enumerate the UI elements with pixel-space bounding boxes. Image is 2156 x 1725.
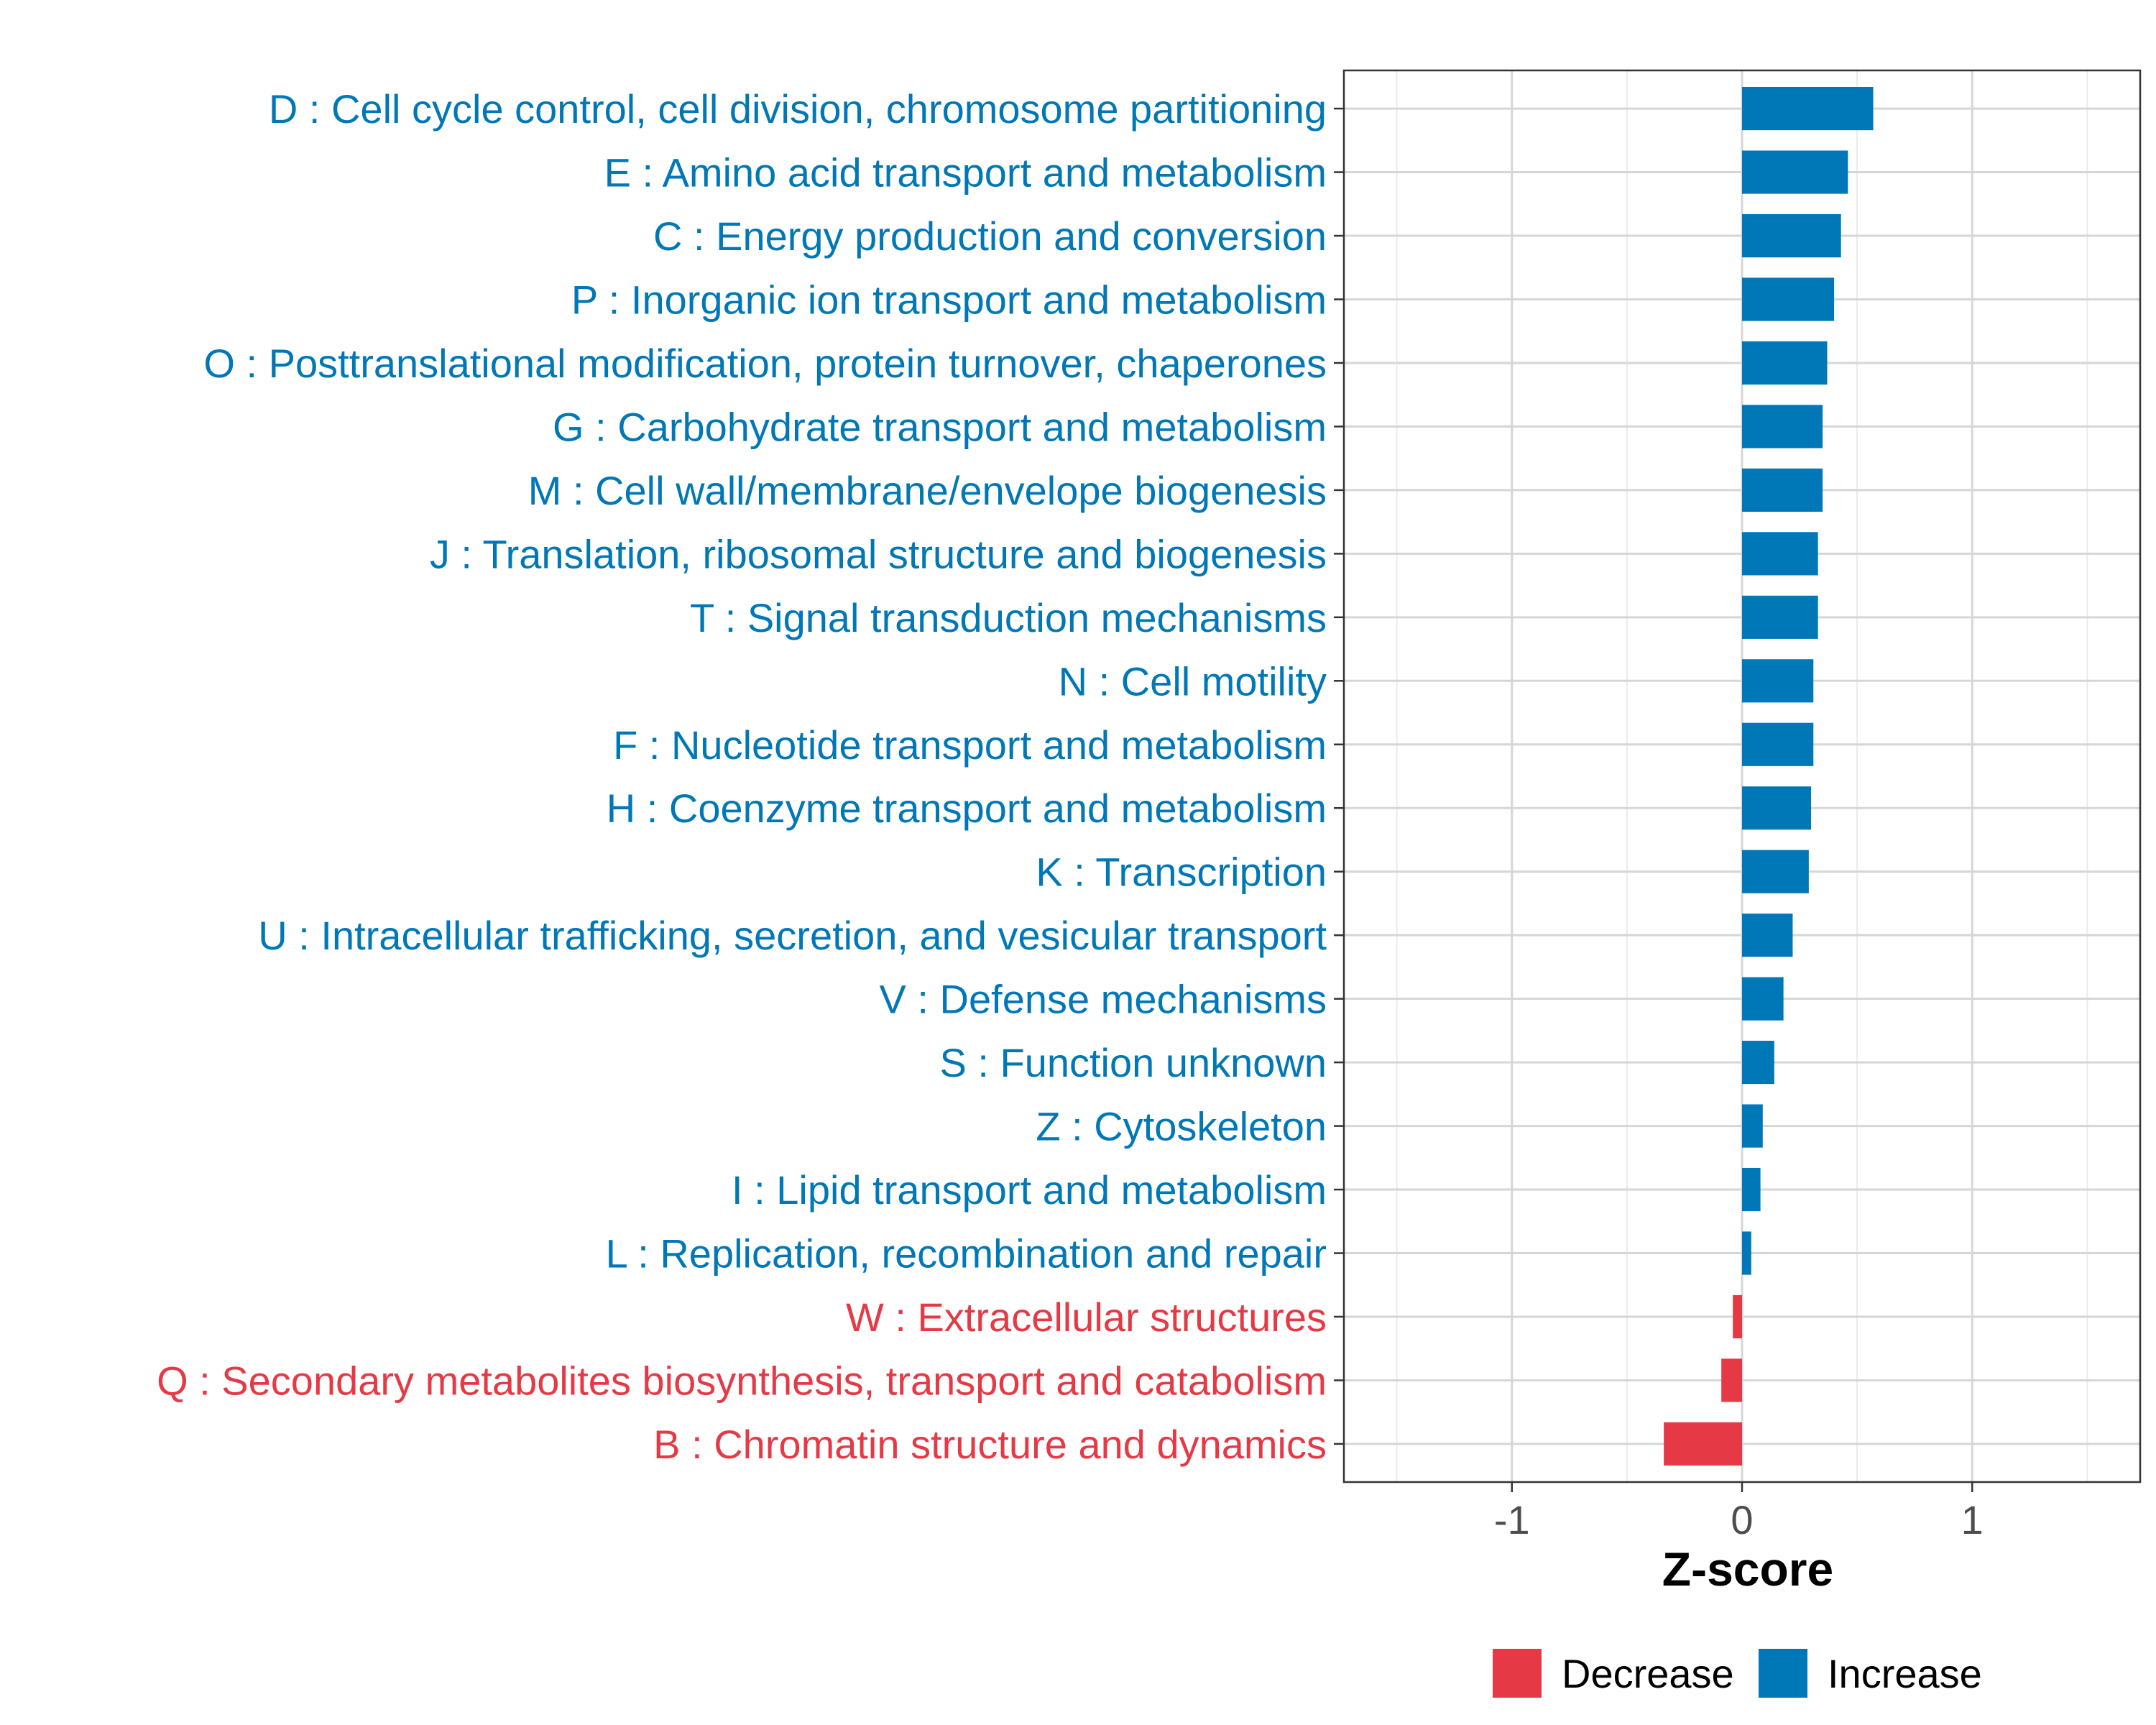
bar [1664, 1422, 1742, 1466]
category-label: N : Cell motility [1059, 658, 1327, 704]
category-label: K : Transcription [1036, 850, 1327, 895]
legend-label: Decrease [1562, 1651, 1734, 1696]
bar [1742, 341, 1828, 385]
x-axis-ticks: -1 0 1 [1494, 1482, 1984, 1542]
x-tick-label: -1 [1494, 1497, 1530, 1542]
category-label: I : Lipid transport and metabolism [732, 1167, 1327, 1213]
x-axis-title: Z-score [1662, 1542, 1833, 1596]
category-label: F : Nucleotide transport and metabolism [613, 722, 1327, 768]
bar [1742, 786, 1812, 830]
x-tick-label: 0 [1731, 1497, 1753, 1542]
legend-item-increase: Increase [1759, 1649, 1982, 1698]
category-label: J : Translation, ribosomal structure and… [430, 531, 1327, 576]
y-axis-ticks: D : Cell cycle control, cell division, c… [157, 86, 1344, 1467]
bars [1664, 87, 1874, 1466]
legend: Decrease Increase [1493, 1649, 1982, 1698]
bar [1742, 405, 1823, 448]
bar [1742, 595, 1818, 639]
category-label: T : Signal transduction mechanisms [690, 595, 1327, 640]
bar [1742, 213, 1841, 258]
bar [1742, 1231, 1751, 1275]
bar [1742, 150, 1848, 194]
category-label: G : Carbohydrate transport and metabolis… [553, 404, 1327, 449]
bar [1742, 977, 1784, 1021]
category-label: V : Defense mechanisms [880, 977, 1327, 1022]
bar [1742, 1167, 1761, 1212]
category-label: W : Extracellular structures [846, 1294, 1327, 1340]
legend-key [1493, 1649, 1542, 1698]
bar [1742, 914, 1793, 957]
category-label: U : Intracellular trafficking, secretion… [258, 913, 1327, 958]
bar [1742, 277, 1835, 321]
category-label: Q : Secondary metabolites biosynthesis, … [157, 1358, 1327, 1403]
category-label: Z : Cytoskeleton [1036, 1104, 1327, 1149]
bar [1721, 1358, 1742, 1402]
legend-item-decrease: Decrease [1493, 1649, 1734, 1698]
bar [1742, 1104, 1763, 1148]
legend-label: Increase [1828, 1651, 1982, 1696]
bar [1742, 722, 1814, 766]
legend-key [1759, 1649, 1807, 1698]
bar [1742, 850, 1809, 893]
bar [1742, 468, 1823, 512]
category-label: O : Posttranslational modification, prot… [203, 341, 1327, 386]
category-label: D : Cell cycle control, cell division, c… [269, 86, 1327, 132]
bar [1742, 1041, 1774, 1085]
category-label: P : Inorganic ion transport and metaboli… [571, 277, 1327, 322]
category-label: S : Function unknown [939, 1040, 1327, 1085]
bar [1733, 1294, 1742, 1339]
category-label: H : Coenzyme transport and metabolism [607, 786, 1327, 831]
bar [1742, 532, 1818, 576]
x-tick-label: 1 [1961, 1497, 1984, 1542]
category-label: M : Cell wall/membrane/envelope biogenes… [528, 468, 1327, 513]
category-label: L : Replication, recombination and repai… [606, 1231, 1327, 1276]
category-label: E : Amino acid transport and metabolism [604, 150, 1327, 196]
bar [1742, 659, 1814, 703]
bar [1742, 87, 1874, 131]
category-label: B : Chromatin structure and dynamics [653, 1422, 1327, 1467]
category-label: C : Energy production and conversion [653, 213, 1327, 259]
